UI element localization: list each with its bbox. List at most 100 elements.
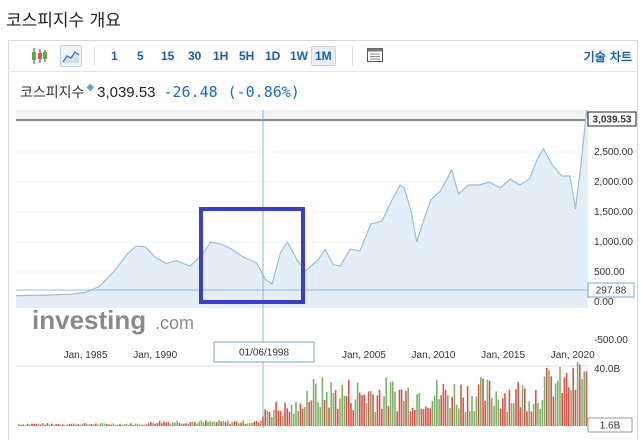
price-change: -26.48 <box>163 83 218 101</box>
volume-bar <box>568 387 570 426</box>
volume-bar <box>312 378 315 426</box>
x-tick-label: Jan, 2010 <box>412 350 456 361</box>
timeframe-1[interactable]: 1 <box>111 49 118 63</box>
volume-bar <box>62 424 64 426</box>
y-tick-label: 2,000.00 <box>594 177 633 188</box>
timeframe-15[interactable]: 15 <box>161 49 175 63</box>
timeframe-1h[interactable]: 1H <box>213 49 229 63</box>
table-icon[interactable] <box>365 45 387 67</box>
volume-bar <box>535 390 537 426</box>
volume-bar <box>581 378 583 426</box>
timeframe-1d[interactable]: 1D <box>265 49 281 63</box>
x-tick-label: Jan, 2015 <box>481 350 525 361</box>
volume-bar <box>18 424 20 426</box>
volume-bar <box>396 411 398 426</box>
toolbar-divider <box>94 46 95 66</box>
volume-bar <box>332 393 335 426</box>
y-tick-label: 1,500.00 <box>594 207 633 218</box>
volume-bar <box>222 421 225 426</box>
timeframe-1w[interactable]: 1W <box>290 49 308 63</box>
volume-bar <box>528 401 530 426</box>
volume-bar <box>403 401 405 426</box>
crosshair-value-tag <box>587 282 635 298</box>
volume-bar <box>323 400 326 426</box>
volume-bar <box>361 395 363 426</box>
volume-bar <box>436 379 438 426</box>
volume-bar <box>81 423 84 426</box>
volume-last-label: 1.6B <box>600 421 621 432</box>
timeframe-5[interactable]: 5 <box>137 49 144 63</box>
volume-bar <box>191 421 194 426</box>
volume-bar <box>125 423 128 426</box>
volume-bar <box>209 420 211 426</box>
volume-bar <box>200 420 203 426</box>
volume-bar <box>466 385 469 426</box>
volume-bar <box>57 423 60 426</box>
volume-bar <box>158 420 161 426</box>
last-price-tag-label: 3,039.53 <box>593 115 632 126</box>
volume-bar <box>398 389 401 426</box>
volume-bar <box>552 396 555 426</box>
volume-bar <box>557 380 559 426</box>
volume-bar <box>317 402 319 426</box>
technical-chart-link[interactable]: 기술 차트 <box>583 50 632 64</box>
volume-bar <box>152 422 154 426</box>
timeframe-5h[interactable]: 5H <box>239 49 255 63</box>
volume-bar <box>433 395 436 426</box>
volume-bar <box>418 393 420 426</box>
y-tick-label: 2,500.00 <box>594 147 633 158</box>
y-tick-label: 0.00 <box>594 297 614 308</box>
volume-bar <box>246 423 249 426</box>
volume-bar <box>579 364 581 426</box>
candlestick-chart-icon[interactable] <box>28 45 50 67</box>
volume-bar <box>319 407 321 426</box>
volume-bar <box>508 389 511 426</box>
area-chart-icon[interactable] <box>60 45 82 67</box>
volume-bar <box>546 367 548 426</box>
volume-bar <box>372 394 374 426</box>
volume-bar <box>279 411 282 426</box>
volume-bar <box>524 388 526 426</box>
volume-bar <box>51 423 53 426</box>
toolbar-divider <box>352 46 353 66</box>
crosshair-value-label: 297.88 <box>596 286 627 297</box>
volume-bar <box>35 423 38 426</box>
volume-bar <box>453 383 456 426</box>
volume-bar <box>161 423 163 426</box>
x-tick-label: Jan, 1985 <box>64 350 108 361</box>
volume-bar <box>409 411 412 426</box>
volume-bar <box>271 416 273 426</box>
timeframe-30[interactable]: 30 <box>188 49 202 63</box>
volume-bar <box>482 378 484 426</box>
volume-bar <box>370 390 372 426</box>
volume-bar <box>321 377 324 426</box>
volume-bar <box>363 394 365 426</box>
price-change-percent: (-0.86%) <box>227 83 300 101</box>
volume-bar <box>150 422 152 426</box>
volume-bar <box>260 420 262 426</box>
volume-bar <box>48 424 51 426</box>
volume-bar <box>400 389 403 426</box>
x-tick-label: Jan, 1990 <box>133 350 177 361</box>
investing-watermark: investing .com <box>32 305 194 335</box>
volume-bar <box>139 424 141 426</box>
volume-bar <box>103 423 106 426</box>
volume-bar <box>240 422 242 426</box>
volume-bar <box>326 392 328 426</box>
volume-bar <box>249 423 251 426</box>
volume-bar <box>477 384 480 426</box>
volume-bar <box>343 395 346 426</box>
volume-bar <box>112 423 115 426</box>
volume-bar <box>559 367 561 426</box>
volume-bar <box>68 424 71 426</box>
volume-bar <box>438 399 440 426</box>
volume-bar <box>31 423 33 426</box>
volume-bar <box>473 411 475 426</box>
timeframe-1m[interactable]: 1M <box>311 46 336 66</box>
volume-bar <box>207 422 209 426</box>
volume-bar <box>176 421 178 426</box>
chart-header-band <box>16 110 588 122</box>
star-icon[interactable]: ◆ <box>86 82 95 93</box>
volume-bar <box>101 423 104 426</box>
